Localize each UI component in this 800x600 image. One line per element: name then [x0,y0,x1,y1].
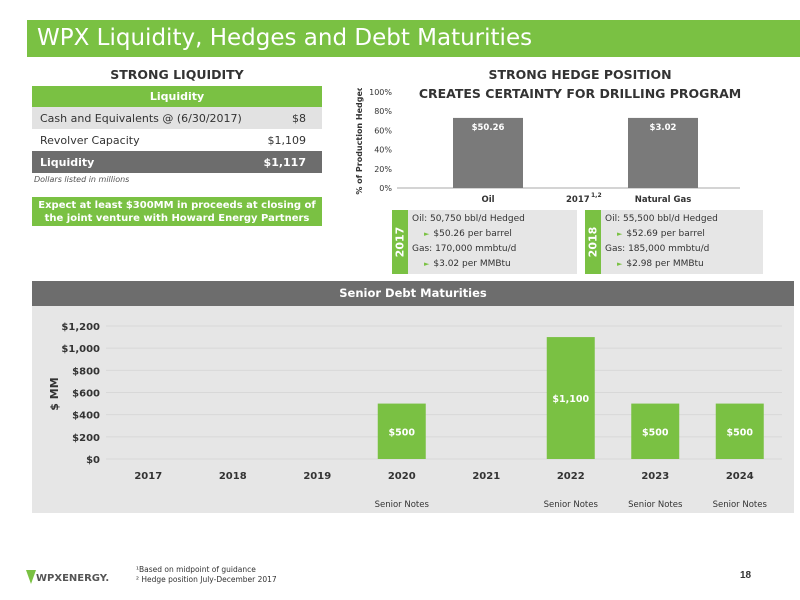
gas-hedge-text: Gas: 170,000 mmbtu/d [412,244,517,254]
bar-note: Senior Notes [544,500,599,510]
total-label: Liquidity [40,155,95,169]
y-tick-label: 0% [379,184,392,193]
x-tick-label: 2023 [641,471,669,482]
bar-note: Senior Notes [713,500,768,510]
total-value: $1,117 [263,155,306,169]
liquidity-table-header: Liquidity [32,86,322,107]
arrow-icon: ► [617,260,623,268]
center-year-superscript: 1,2 [591,192,602,199]
wpx-logo: WPXENERGY. [22,566,132,593]
y-tick-label: 40% [374,146,392,155]
liquidity-heading: STRONG LIQUIDITY [110,67,244,82]
row-value: $8 [292,111,306,125]
table-row: Cash and Equivalents @ (6/30/2017) $8 [32,107,322,129]
x-tick-label: 2024 [726,471,754,482]
page-title: WPX Liquidity, Hedges and Debt Maturitie… [37,25,533,51]
y-axis-label: % of Production Hedged [355,88,364,195]
hedge-box-2018: 2018 Oil: 55,500 bbl/d Hedged ► $52.69 pe… [585,210,763,274]
y-tick-label: $0 [86,455,100,466]
row-label: Revolver Capacity [40,133,140,147]
y-tick-label: 60% [374,126,392,135]
data-label: $500 [727,427,754,438]
x-tick-label: 2022 [557,471,585,482]
y-tick-label: 100% [369,88,392,97]
y-tick-label: $1,200 [61,322,100,333]
gas-price-line: ► $2.98 per MMBtu [617,259,704,269]
title-bar: WPX Liquidity, Hedges and Debt Maturitie… [27,20,800,57]
data-label: $50.26 [472,123,505,133]
y-tick-label: $400 [72,411,100,422]
dollars-note: Dollars listed in millions [34,175,130,184]
row-value: $1,109 [267,133,307,147]
bar-note: Senior Notes [628,500,683,510]
footnote-2: ² Hedge position July-December 2017 [136,575,277,584]
oil-price-line: ► $52.69 per barrel [617,229,705,239]
hedge-heading-line2: CREATES CERTAINTY FOR DRILLING PROGRAM [418,86,742,101]
y-tick-label: $1,000 [61,344,100,355]
arrow-icon: ► [424,260,430,268]
footnote-1: ¹Based on midpoint of guidance [136,565,256,574]
data-label: $500 [642,427,669,438]
x-tick-label: 2018 [219,471,247,482]
bar-2023 [631,403,680,459]
y-tick-label: $600 [72,389,100,400]
jv-callout: Expect at least $300MM in proceeds at cl… [32,197,322,226]
gas-hedge-text: Gas: 185,000 mmbtu/d [605,244,710,254]
logo-text: WPXENERGY. [36,573,109,584]
y-axis-label: $ MM [48,377,61,410]
arrow-icon: ► [424,230,430,238]
row-label: Cash and Equivalents @ (6/30/2017) [40,111,242,125]
bar-2020 [377,403,426,459]
footnotes: ¹Based on midpoint of guidance ² Hedge p… [136,565,277,585]
bar-note: Senior Notes [375,500,430,510]
center-year-label: 2017 [566,195,590,205]
page-number: 18 [740,570,752,581]
table-row: Revolver Capacity $1,109 [32,129,322,151]
year-tab-2018: 2018 [585,210,601,274]
x-tick-label: 2019 [303,471,331,482]
debt-chart: $0 $200 $400 $600 $800 $1,000 $1,200 $ MM 2017 20… [48,322,782,510]
arrow-icon: ► [617,230,623,238]
year-tab-2017: 2017 [392,210,408,274]
bar-oil [453,117,523,188]
data-label: $500 [389,427,416,438]
hedge-box-2017: 2017 Oil: 50,750 bbl/d Hedged ► $50.26 pe… [392,210,577,274]
bar-2024 [715,403,764,459]
bar-natural-gas [628,117,698,188]
liquidity-table: Liquidity Cash and Equivalents @ (6/30/2… [32,86,322,173]
oil-hedge-text: Oil: 50,750 bbl/d Hedged [412,214,525,224]
x-tick-label: Natural Gas [635,195,692,205]
x-tick-label: Oil [481,195,494,205]
debt-heading: Senior Debt Maturities [32,281,794,306]
y-tick-label: 80% [374,107,392,116]
y-tick-label: $200 [72,433,100,444]
x-tick-label: 2021 [472,471,500,482]
data-label: $3.02 [650,123,677,133]
gas-price-line: ► $3.02 per MMBtu [424,259,511,269]
bar-2022 [546,337,595,459]
oil-hedge-text: Oil: 55,500 bbl/d Hedged [605,214,718,224]
table-total-row: Liquidity $1,117 [32,151,322,173]
oil-price-line: ► $50.26 per barrel [424,229,512,239]
y-tick-label: 20% [374,165,392,174]
hedge-chart: 0% 20% 40% 60% 80% 100% % of Production Hedged… [355,88,740,205]
debt-panel: Senior Debt Maturities [32,281,794,513]
x-tick-label: 2020 [388,471,416,482]
hedge-heading-line1: STRONG HEDGE POSITION [488,67,672,82]
logo-mark-icon [26,570,36,584]
x-tick-label: 2017 [134,471,162,482]
data-label: $1,100 [552,394,589,405]
y-tick-label: $800 [72,366,100,377]
